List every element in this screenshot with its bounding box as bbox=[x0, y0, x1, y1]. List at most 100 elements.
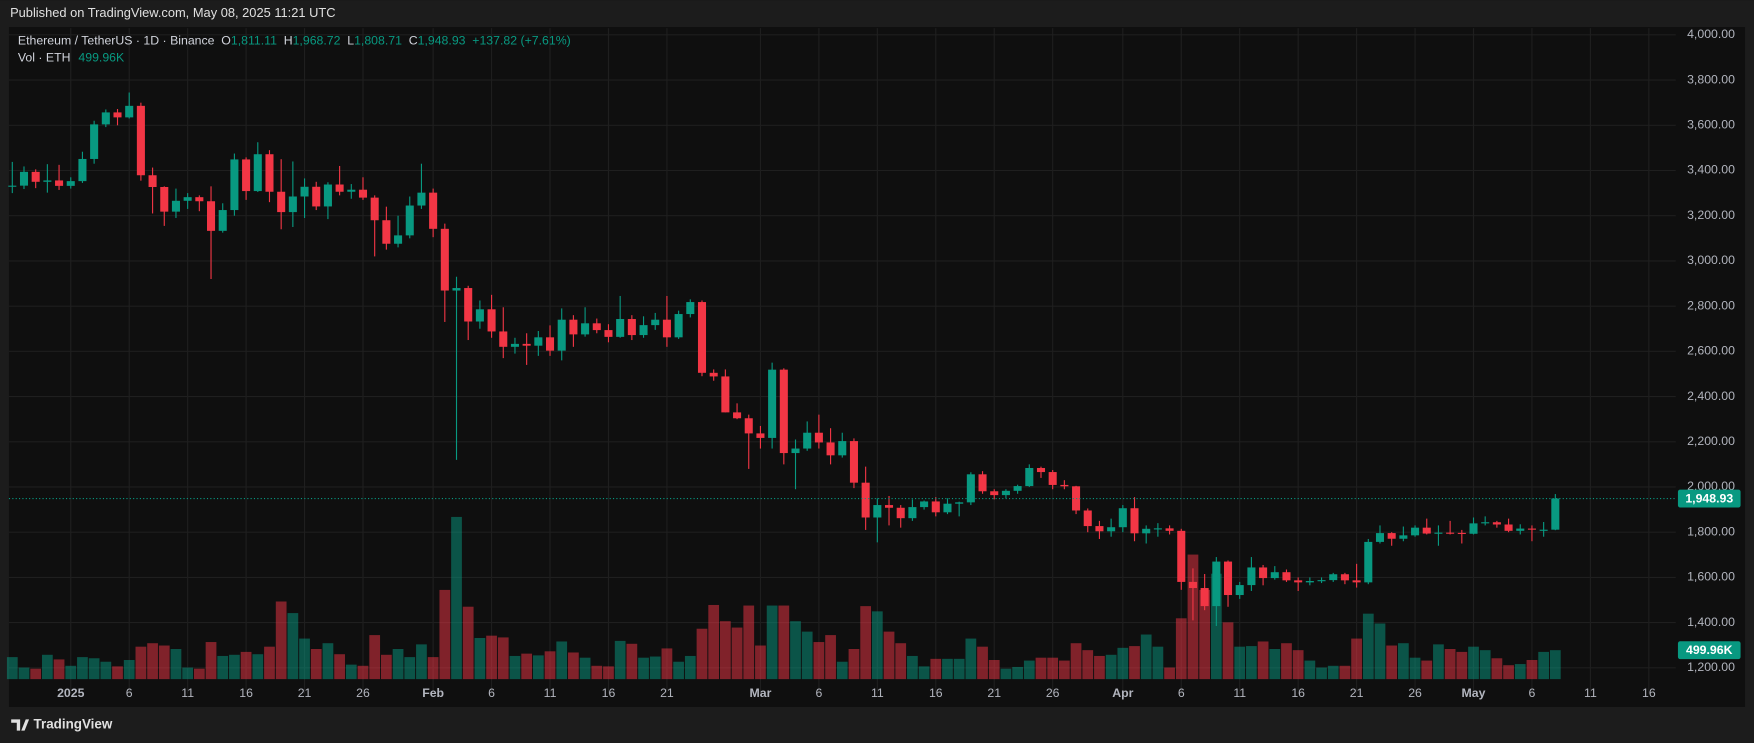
volume-bar bbox=[135, 646, 147, 680]
candle-body bbox=[1013, 486, 1022, 491]
candle-body bbox=[1399, 535, 1408, 539]
x-tick-label: 16 bbox=[1291, 686, 1305, 700]
volume-bar bbox=[427, 657, 439, 680]
candle-body bbox=[569, 319, 578, 335]
volume-bar bbox=[497, 637, 509, 680]
candle-body bbox=[744, 418, 753, 434]
y-tick-label: 4,000.00 bbox=[1687, 27, 1735, 41]
x-tick-label: Apr bbox=[1112, 686, 1133, 700]
volume-bar bbox=[649, 656, 661, 680]
candle-body bbox=[1036, 467, 1046, 473]
volume-tag bbox=[1677, 641, 1741, 660]
x-tick-label: 21 bbox=[1350, 686, 1364, 700]
candle-body bbox=[66, 181, 75, 186]
y-tick-label: 2,400.00 bbox=[1687, 389, 1735, 403]
candle-body bbox=[1527, 528, 1536, 530]
candle-body bbox=[464, 288, 473, 322]
volume-bar bbox=[755, 645, 766, 680]
candle-body bbox=[1001, 490, 1010, 496]
candle-body bbox=[1200, 588, 1209, 607]
volume-bar bbox=[1047, 657, 1059, 680]
candle-body bbox=[1516, 528, 1525, 531]
y-tick-label: 1,800.00 bbox=[1687, 524, 1735, 538]
candle-body bbox=[1153, 528, 1162, 530]
volume-bar bbox=[871, 611, 883, 680]
volume-bar bbox=[310, 648, 322, 680]
candle-body bbox=[370, 197, 379, 221]
volume-bar bbox=[42, 654, 53, 680]
candle-body bbox=[207, 201, 216, 231]
candle-body bbox=[1317, 580, 1326, 582]
volume-bar bbox=[1000, 668, 1012, 680]
candle-body bbox=[230, 159, 239, 211]
candle-body bbox=[300, 186, 309, 197]
candle-body bbox=[791, 448, 800, 454]
candle-body bbox=[1107, 527, 1116, 532]
candle-body bbox=[1352, 580, 1361, 583]
volume-bar bbox=[1491, 658, 1503, 680]
x-tick-label: 26 bbox=[1408, 686, 1422, 700]
candle-body bbox=[218, 210, 227, 231]
candle-body bbox=[920, 501, 929, 508]
candle-body bbox=[908, 507, 917, 519]
volume-bar bbox=[404, 657, 416, 680]
candle-body bbox=[1282, 572, 1291, 581]
candle-body bbox=[452, 288, 461, 291]
volume-bar bbox=[638, 657, 649, 680]
volume-bar bbox=[1526, 660, 1538, 680]
x-tick-label: 21 bbox=[987, 686, 1001, 700]
volume-bar bbox=[942, 658, 953, 680]
volume-bar bbox=[1503, 665, 1514, 680]
brand-logo bbox=[11, 719, 30, 731]
candle-body bbox=[347, 189, 356, 192]
candle-body bbox=[499, 331, 508, 347]
candle-body bbox=[288, 196, 297, 213]
candle-body bbox=[884, 505, 894, 508]
high-label: H bbox=[284, 34, 293, 48]
candle-body bbox=[616, 319, 625, 337]
volume-legend: Vol · ETH 499.96K bbox=[18, 51, 125, 65]
candle-body bbox=[1083, 510, 1092, 527]
x-tick-label: 11 bbox=[1584, 686, 1597, 700]
volume-bar bbox=[123, 660, 135, 680]
candle-body bbox=[113, 112, 122, 118]
x-tick-label: Mar bbox=[750, 686, 772, 700]
volume-bar bbox=[1105, 654, 1117, 680]
candle-body bbox=[417, 192, 426, 206]
volume-bar bbox=[1351, 638, 1362, 680]
volume-bar bbox=[182, 667, 194, 680]
open-label: O bbox=[221, 34, 231, 48]
volume-bar bbox=[790, 621, 801, 680]
volume-bar bbox=[252, 654, 264, 680]
candle-body bbox=[1072, 486, 1081, 511]
volume-bar bbox=[1386, 645, 1398, 680]
candle-body bbox=[242, 159, 251, 192]
volume-bar bbox=[965, 638, 977, 680]
volume-bar bbox=[1082, 650, 1094, 680]
candle-body bbox=[1025, 467, 1034, 487]
candle-body bbox=[394, 235, 403, 244]
volume-bar bbox=[988, 660, 1000, 680]
volume-bar bbox=[1421, 660, 1433, 680]
candle-body bbox=[1212, 561, 1221, 607]
volume-bar bbox=[357, 665, 369, 680]
x-tick-label: 16 bbox=[929, 686, 943, 700]
volume-bar bbox=[474, 637, 486, 680]
candle-body bbox=[101, 112, 110, 125]
x-tick-label: 26 bbox=[1046, 686, 1060, 700]
candle-body bbox=[160, 186, 169, 212]
candle-body bbox=[323, 184, 332, 207]
candle-body bbox=[1235, 585, 1244, 596]
candle-body bbox=[90, 124, 99, 159]
x-tick-label: 6 bbox=[815, 686, 822, 700]
volume-bar bbox=[1281, 643, 1292, 680]
volume-bar bbox=[392, 648, 404, 680]
volume-bar bbox=[1023, 660, 1035, 680]
candle-body bbox=[31, 171, 40, 182]
x-tick-label: May bbox=[1462, 686, 1486, 700]
candle-body bbox=[1130, 508, 1139, 534]
volume-bar bbox=[264, 646, 275, 680]
volume-bar bbox=[603, 666, 614, 680]
volume-bar bbox=[556, 641, 568, 680]
volume-bar bbox=[205, 642, 217, 680]
